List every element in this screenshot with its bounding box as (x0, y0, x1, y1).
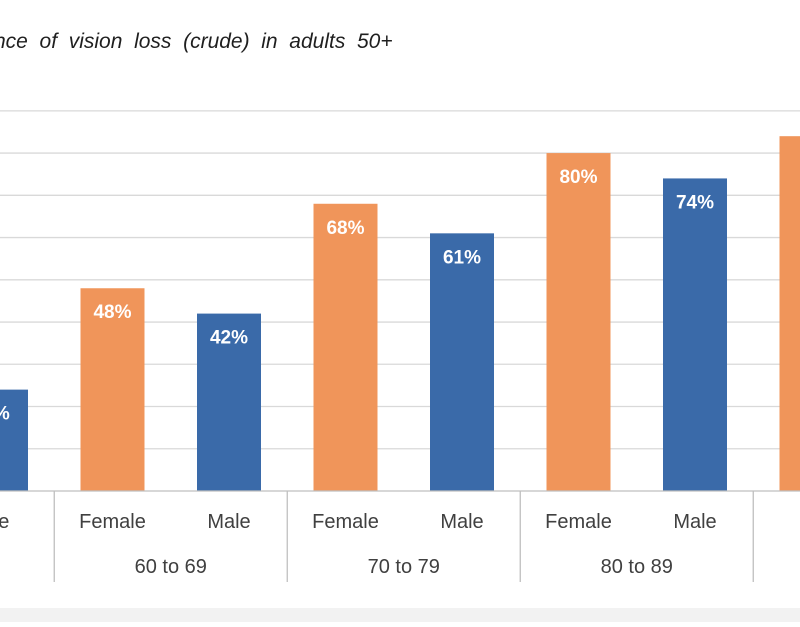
category-label: Male (207, 511, 250, 533)
category-label: Female (79, 511, 146, 533)
group-label: 80 to 89 (601, 556, 673, 578)
group-label: 60 to 69 (135, 556, 207, 578)
group-label: 70 to 79 (368, 556, 440, 578)
category-label: ale (0, 511, 9, 533)
bar-male (663, 178, 727, 491)
bar-male (430, 233, 494, 491)
data-label: 80% (559, 167, 597, 188)
data-label: 68% (326, 218, 364, 239)
data-label: 61% (443, 247, 481, 268)
bar-female (780, 136, 800, 491)
data-label: 48% (93, 302, 131, 323)
data-label: 74% (676, 192, 714, 213)
bar-female (547, 153, 611, 491)
x-axis: aleFemaleMaleFemaleMaleFemaleMaleFe60 to… (0, 491, 800, 582)
category-label: Male (440, 511, 483, 533)
data-label: 4% (0, 404, 10, 425)
bars: 4%48%42%68%61%80%74%8 (0, 136, 800, 491)
category-label: Male (673, 511, 716, 533)
bar-female (314, 204, 378, 491)
category-label: Female (312, 511, 379, 533)
footer-band (0, 608, 800, 622)
category-label: Female (545, 511, 612, 533)
chart-title: nce of vision loss (crude) in adults 50+ (0, 30, 393, 53)
data-label: 42% (210, 328, 248, 349)
